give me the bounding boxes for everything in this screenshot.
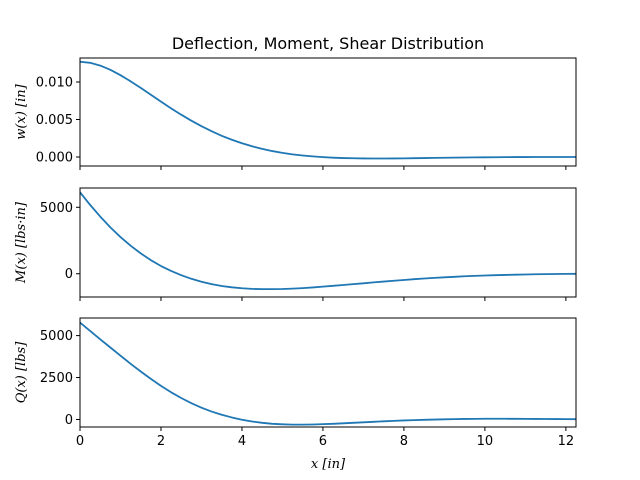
x-tick-label: 8 [400,434,408,449]
y-tick-label: 0.010 [36,76,73,91]
subplot-3: 0 2 4 6 8 10 12 0 2500 5000 Q(x) [lbs] [14,317,577,449]
y-axis-label-3: Q(x) [lbs] [14,341,29,403]
y-tick-label: 0.005 [36,113,73,128]
y-axis-label-1: w(x) [in] [14,83,29,139]
x-tick-label: 12 [558,434,575,449]
x-tick-label: 10 [477,434,494,449]
plot-frame-2 [79,187,577,298]
series-line-3 [79,321,577,426]
plot-frame-3 [79,317,577,428]
x-axis-label: x [in] [311,457,346,472]
x-tick-label: 4 [238,434,246,449]
y-tick-label: 0.000 [36,151,73,166]
series-line-2 [79,191,577,291]
y-tick-label: 0 [65,413,73,428]
subplot-2: 0 5000 M(x) [lbs·in] [14,187,577,301]
x-tick-label: 2 [157,434,165,449]
y-tick-label: 2500 [40,371,73,386]
x-tick-label: 0 [76,434,84,449]
y-tick-label: 5000 [40,329,73,344]
series-line-1 [79,60,576,160]
subplot-1: 0.000 0.005 0.010 w(x) [in] [14,57,577,170]
y-tick-label: 5000 [40,201,73,216]
plot-frame-1 [79,57,577,167]
chart-title: Deflection, Moment, Shear Distribution [172,34,484,53]
y-tick-label: 0 [65,267,73,282]
subplots: 0.000 0.005 0.010 w(x) [in] 0 5000 M(x) [lbs·i… [14,57,577,449]
y-axis-label-2: M(x) [lbs·in] [14,201,29,284]
x-tick-label: 6 [319,434,327,449]
